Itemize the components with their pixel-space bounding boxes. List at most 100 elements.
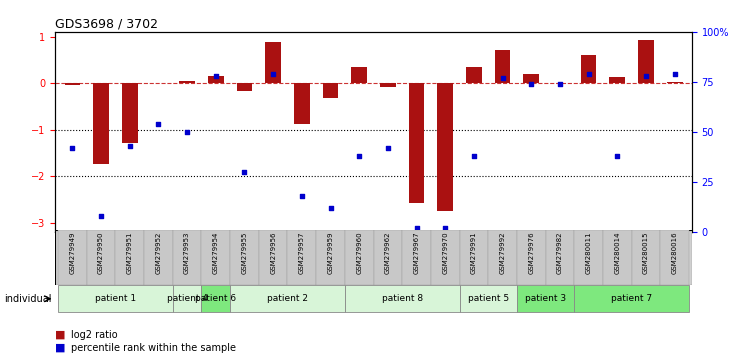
Bar	[466, 67, 482, 83]
Bar	[488, 230, 517, 285]
Bar	[345, 285, 459, 312]
Point	[554, 81, 566, 87]
Bar	[173, 285, 202, 312]
Point	[640, 73, 652, 79]
Bar	[173, 230, 202, 285]
Text: patient 8: patient 8	[382, 294, 422, 303]
Text: GSM279957: GSM279957	[299, 232, 305, 274]
Bar	[408, 83, 425, 203]
Bar	[660, 230, 689, 285]
Bar	[345, 230, 373, 285]
Text: GSM279956: GSM279956	[270, 232, 276, 274]
Text: log2 ratio: log2 ratio	[71, 330, 118, 339]
Bar	[517, 230, 545, 285]
Point	[325, 205, 336, 211]
Point	[296, 193, 308, 199]
Text: GSM280011: GSM280011	[586, 232, 592, 274]
Text: ■: ■	[55, 343, 66, 353]
Bar	[574, 230, 603, 285]
Point	[210, 73, 222, 79]
Bar	[230, 285, 345, 312]
Bar	[230, 230, 259, 285]
Bar	[603, 230, 631, 285]
Bar	[431, 230, 459, 285]
Bar	[638, 40, 654, 83]
Bar	[265, 42, 281, 83]
Point	[267, 71, 279, 77]
Bar	[116, 230, 144, 285]
Text: patient 1: patient 1	[95, 294, 136, 303]
Bar	[545, 230, 574, 285]
Text: GSM279950: GSM279950	[98, 232, 104, 274]
Bar	[322, 83, 339, 98]
Text: GDS3698 / 3702: GDS3698 / 3702	[55, 18, 158, 31]
Bar	[574, 285, 689, 312]
Text: patient 2: patient 2	[267, 294, 308, 303]
Bar	[437, 83, 453, 211]
Text: GSM279991: GSM279991	[471, 232, 477, 274]
Text: patient 6: patient 6	[195, 294, 236, 303]
Text: GSM279955: GSM279955	[241, 232, 247, 274]
Bar	[208, 76, 224, 83]
Point	[411, 225, 422, 231]
Point	[238, 169, 250, 175]
Text: GSM280016: GSM280016	[672, 232, 678, 274]
Bar	[87, 230, 116, 285]
Text: GSM279976: GSM279976	[528, 232, 534, 274]
Bar	[294, 83, 310, 124]
Bar	[402, 230, 431, 285]
Point	[497, 75, 509, 81]
Bar	[65, 83, 80, 85]
Point	[439, 225, 451, 231]
Text: GSM279970: GSM279970	[442, 232, 448, 274]
Bar	[459, 230, 488, 285]
Bar	[380, 83, 396, 87]
Bar	[259, 230, 288, 285]
Point	[152, 121, 164, 127]
Point	[468, 153, 480, 159]
Text: GSM279951: GSM279951	[127, 232, 132, 274]
Point	[95, 213, 107, 219]
Bar	[523, 74, 539, 83]
Bar	[667, 82, 682, 83]
Text: GSM279982: GSM279982	[557, 232, 563, 274]
Point	[526, 81, 537, 87]
Point	[353, 153, 365, 159]
Text: GSM279967: GSM279967	[414, 232, 420, 274]
Bar	[236, 83, 252, 91]
Text: GSM280015: GSM280015	[643, 232, 649, 274]
Bar	[609, 78, 625, 83]
Bar	[144, 230, 173, 285]
Bar	[581, 55, 596, 83]
Bar	[202, 230, 230, 285]
Point	[66, 145, 78, 151]
Bar	[55, 230, 692, 285]
Bar	[180, 81, 195, 83]
Text: GSM279954: GSM279954	[213, 232, 219, 274]
Bar	[122, 83, 138, 143]
Bar	[373, 230, 402, 285]
Bar	[93, 83, 109, 164]
Text: GSM280014: GSM280014	[615, 232, 620, 274]
Bar	[495, 50, 511, 83]
Text: patient 3: patient 3	[525, 294, 566, 303]
Bar	[288, 230, 316, 285]
Text: ■: ■	[55, 330, 66, 339]
Text: GSM279953: GSM279953	[184, 232, 190, 274]
Point	[382, 145, 394, 151]
Text: individual: individual	[4, 294, 52, 304]
Text: patient 7: patient 7	[611, 294, 652, 303]
Bar	[351, 67, 367, 83]
Point	[583, 71, 595, 77]
Text: patient 5: patient 5	[467, 294, 509, 303]
Text: GSM279992: GSM279992	[500, 232, 506, 274]
Point	[181, 129, 193, 135]
Text: percentile rank within the sample: percentile rank within the sample	[71, 343, 236, 353]
Bar	[202, 285, 230, 312]
Bar	[58, 230, 87, 285]
Point	[612, 153, 623, 159]
Point	[669, 71, 681, 77]
Bar	[459, 285, 517, 312]
Text: GSM279949: GSM279949	[69, 232, 75, 274]
Bar	[58, 285, 173, 312]
